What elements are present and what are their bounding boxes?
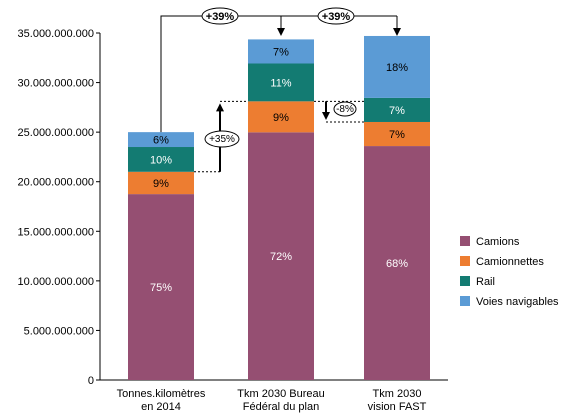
bar-segment-label: 6% [153,135,169,147]
bar-segment-label: 7% [273,46,289,58]
legend-swatch [460,296,470,306]
legend-swatch [460,276,470,286]
x-category-label: Fédéral du plan [243,401,319,413]
bar-segment [128,132,194,148]
legend-swatch [460,256,470,266]
legend-label: Camionnettes [476,256,544,268]
growth-badge-label: +39% [206,11,235,23]
bar-segment-label: 11% [270,77,291,89]
bar-segment [248,63,314,102]
legend-swatch [460,236,470,246]
bar-segment-label: 10% [150,154,172,166]
x-category-label: Tonnes.kilomètres [117,388,206,400]
y-tick-label: 35.000.000.000 [18,28,94,40]
bar-segment [128,194,194,380]
bar-segment [364,121,430,147]
increase-badge-label: +35% [209,134,235,145]
x-category-label: Tkm 2030 Bureau [237,388,324,400]
y-tick-label: 15.000.000.000 [18,226,94,238]
x-category-label: Tkm 2030 [373,388,422,400]
increase-badge [204,130,240,148]
y-tick-label: 30.000.000.000 [18,78,94,90]
bar-segment-label: 9% [153,178,169,190]
bars: 75% 9% 10% 6% 72% 9% 11% 7% 68% 7% 7% 18% [128,35,430,380]
bar-segment-label: 75% [150,282,172,294]
bar-segment-label: 18% [386,62,408,74]
bar-segment [364,146,430,380]
y-tick-label: 20.000.000.000 [18,177,94,189]
y-tick-label: 10.000.000.000 [18,276,94,288]
growth-badge [201,7,239,25]
bar-segment-label: 72% [270,251,292,263]
legend-label: Camions [476,236,520,248]
decrease-badge-label: -8% [336,104,354,115]
bar-segment [364,97,430,122]
x-category-label: en 2014 [141,401,181,413]
bar-segment [248,132,314,380]
bar-segment-label: 7% [389,129,405,141]
annotations: +39% +39% +35% -8% [160,7,401,173]
bar-segment [364,35,430,98]
y-tick-label: 5.000.000.000 [24,325,94,337]
y-tick-label: 0 [88,375,94,387]
legend-label: Voies navigables [476,296,559,308]
legend: Camions Camionnettes Rail Voies navigables [460,236,559,308]
decrease-badge [333,101,357,117]
bar-segment [128,171,194,195]
bar-segment [248,39,314,64]
bar-segment [248,101,314,133]
growth-badge-label: +39% [322,11,351,23]
bar-segment [128,147,194,172]
y-tick-label: 25.000.000.000 [18,127,94,139]
x-category-label: vision FAST [368,401,427,413]
bar-segment-label: 7% [389,105,405,117]
legend-label: Rail [476,276,495,288]
growth-badge [317,7,355,25]
axes: 0 5.000.000.000 10.000.000.000 15.000.000.0… [18,28,448,413]
bar-segment-label: 68% [386,258,408,270]
bar-segment-label: 9% [273,112,289,124]
